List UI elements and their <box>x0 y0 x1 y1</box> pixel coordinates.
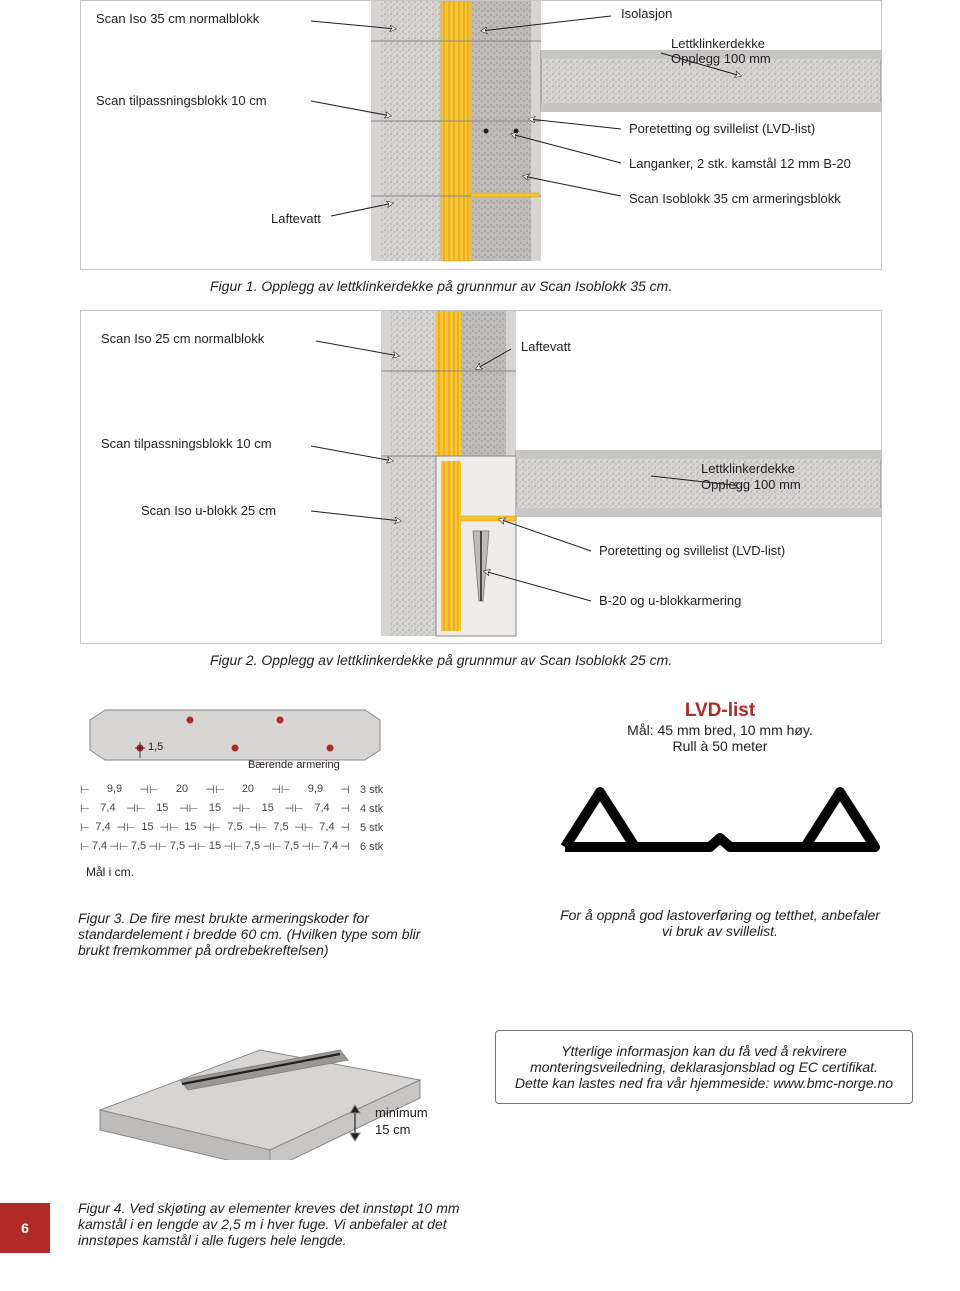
fig3-dim-rows: ⊢9,9⊣⊢ 20⊣⊢ 20⊣⊢ 9,9⊣ 3 stk ⊢7,4⊣⊢ 15⊣⊢ … <box>80 783 460 853</box>
figure4-caption: Figur 4. Ved skjøting av elementer kreve… <box>78 1200 468 1248</box>
fig3-row-4stk: ⊢7,4⊣⊢ 15⊣⊢ 15⊣⊢ 15⊣⊢ 7,4⊣ 4 stk <box>80 802 460 815</box>
fig2-label-lettklinker: Lettklinkerdekke <box>701 461 795 478</box>
fig1-label-opplegg: Opplegg 100 mm <box>671 51 771 68</box>
fig3-row-5stk: ⊢7,4⊣⊢ 15⊣⊢ 15⊣⊢ 7,5⊣⊢ 7,5⊣⊢ 7,4⊣ 5 stk <box>80 821 460 834</box>
fig2-label-scan-iso-25: Scan Iso 25 cm normalblokk <box>101 331 264 348</box>
fig2-label-ublokk-25: Scan Iso u-blokk 25 cm <box>141 503 276 520</box>
lvd-advice: For å oppnå god lastoverføring og tetthe… <box>545 907 895 939</box>
lvd-sub2: Rull à 50 meter <box>545 738 895 754</box>
figure3-caption: Figur 3. De fire mest brukte armeringsko… <box>78 910 438 958</box>
lvd-sub1: Mål: 45 mm bred, 10 mm høy. <box>545 722 895 738</box>
fig1-label-laftevatt: Laftevatt <box>271 211 321 228</box>
fig1-label-poretetting: Poretetting og svillelist (LVD-list) <box>629 121 815 138</box>
fig1-label-scan-iso-35: Scan Iso 35 cm normalblokk <box>96 11 259 28</box>
fig2-label-poretetting: Poretetting og svillelist (LVD-list) <box>599 543 785 560</box>
fig1-label-tilpass-10: Scan tilpassningsblokk 10 cm <box>96 93 267 110</box>
fig2-label-tilpass-10: Scan tilpassningsblokk 10 cm <box>101 436 272 453</box>
fig3-row-6stk: ⊢7,4⊣⊢ 7,5⊣⊢ 7,5⊣⊢ 15⊣⊢ 7,5⊣⊢ 7,5⊣⊢ 7,4⊣… <box>80 840 460 853</box>
figure3-block: 1,5 Bærende armering ⊢9,9⊣⊢ 20⊣⊢ 20⊣⊢ 9,… <box>80 700 460 875</box>
fig2-label-opplegg: Opplegg 100 mm <box>701 477 801 494</box>
figure1-caption: Figur 1. Opplegg av lettklinkerdekke på … <box>210 278 672 294</box>
fig2-label-b20: B-20 og u-blokkarmering <box>599 593 741 610</box>
fig1-label-langanker: Langanker, 2 stk. kamstål 12 mm B-20 <box>629 156 851 173</box>
lvd-block: LVD-list Mål: 45 mm bred, 10 mm høy. Rul… <box>545 700 895 939</box>
fig2-label-laftevatt: Laftevatt <box>521 339 571 356</box>
fig4-min-label: minimum15 cm <box>375 1105 428 1139</box>
figure2-panel: Scan Iso 25 cm normalblokk Laftevatt Sca… <box>80 310 882 644</box>
fig3-unit-note: Mål i cm. <box>86 865 466 881</box>
fig3-top-mark: 1,5 <box>148 740 163 754</box>
figure2-caption: Figur 2. Opplegg av lettklinkerdekke på … <box>210 652 672 668</box>
fig1-label-armeringsblokk: Scan Isoblokk 35 cm armeringsblokk <box>629 191 841 208</box>
fig3-row-3stk: ⊢9,9⊣⊢ 20⊣⊢ 20⊣⊢ 9,9⊣ 3 stk <box>80 783 460 796</box>
fig3-bearing-label: Bærende armering <box>248 758 340 772</box>
lvd-profile-icon <box>545 772 895 862</box>
figure1-panel: Scan Iso 35 cm normalblokk Scan tilpassn… <box>80 0 882 270</box>
page-number: 6 <box>0 1203 50 1253</box>
info-box: Ytterlige informasjon kan du få ved å re… <box>495 1030 913 1104</box>
fig1-label-isolasjon: Isolasjon <box>621 6 672 23</box>
lvd-title: LVD-list <box>545 700 895 722</box>
figure3-cross-section <box>80 700 390 770</box>
